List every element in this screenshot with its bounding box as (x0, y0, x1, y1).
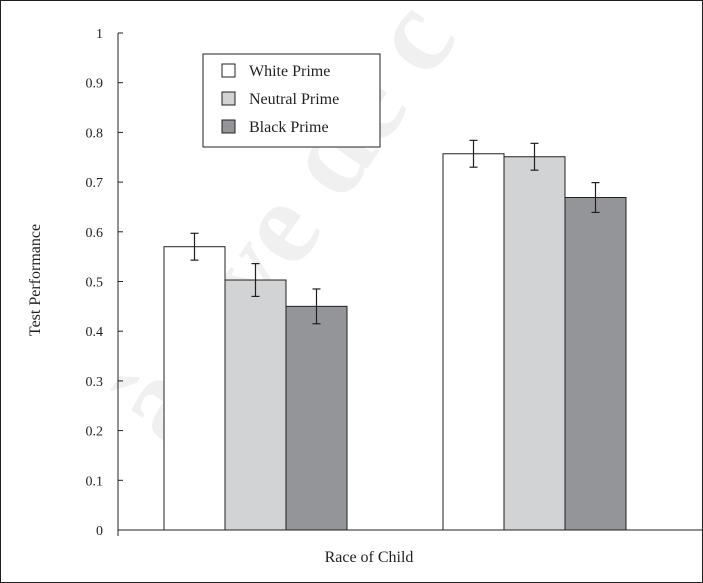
bar (503, 156, 566, 531)
error-bars (190, 139, 600, 325)
x-axis-title: Race of Child (325, 549, 414, 566)
y-tick-label: 0.1 (86, 474, 104, 489)
legend-swatch (221, 119, 236, 134)
y-tick-label: 1 (96, 27, 103, 42)
y-axis-title: Test Performance (27, 224, 44, 336)
bar (224, 279, 287, 531)
legend: White Prime Neutral Prime Black Prime (202, 53, 381, 148)
y-tick-label: 0.8 (86, 126, 104, 141)
legend-label: Black Prime (249, 119, 329, 136)
legend-label: Neutral Prime (249, 91, 339, 108)
bars (163, 153, 627, 531)
y-tick-label: 0.2 (86, 425, 104, 440)
y-tick-label: 0.4 (86, 325, 104, 340)
bar (564, 197, 627, 531)
bar (442, 153, 505, 531)
y-tick-label: 0.7 (86, 176, 104, 191)
y-tick-label: 0.6 (86, 226, 104, 241)
legend-label: White Prime (249, 63, 330, 80)
y-tick-label: 0 (96, 524, 103, 539)
bar (285, 305, 348, 531)
legend-swatch (221, 63, 236, 78)
y-tick-label: 0.9 (86, 77, 104, 92)
y-tick-label: 0.3 (86, 375, 104, 390)
y-tick-label: 0.5 (86, 276, 104, 291)
legend-swatch (221, 91, 236, 106)
bar (163, 246, 226, 531)
